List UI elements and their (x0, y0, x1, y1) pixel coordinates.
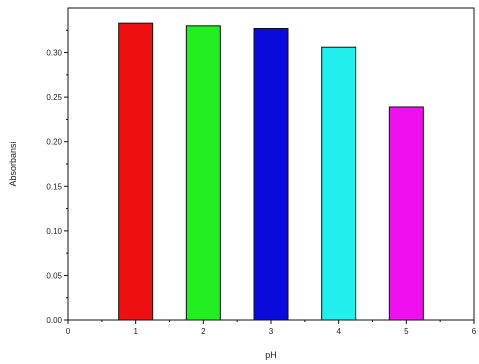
x-tick-label: 0 (66, 327, 71, 336)
x-tick-label: 5 (404, 327, 409, 336)
y-tick-label: 0.25 (46, 93, 62, 102)
x-tick-label: 6 (472, 327, 477, 336)
bar-ph-3 (253, 28, 289, 321)
bar-ph-5 (388, 106, 424, 321)
bar-ph-2 (185, 25, 221, 321)
bar-ph-4 (321, 46, 357, 321)
y-tick-label: 0.30 (46, 49, 62, 58)
x-tick-label: 1 (133, 327, 138, 336)
x-tick-label: 3 (269, 327, 274, 336)
y-tick-label: 0.00 (46, 316, 62, 325)
y-tick-label: 0.05 (46, 271, 62, 280)
x-tick-label: 4 (336, 327, 341, 336)
x-axis-title: pH (265, 350, 277, 360)
x-tick-label: 2 (201, 327, 206, 336)
y-tick-label: 0.15 (46, 182, 62, 191)
y-tick-label: 0.20 (46, 138, 62, 147)
y-axis-title: Absorbansi (8, 141, 18, 186)
bar-ph-1 (118, 22, 154, 321)
y-tick-label: 0.10 (46, 227, 62, 236)
